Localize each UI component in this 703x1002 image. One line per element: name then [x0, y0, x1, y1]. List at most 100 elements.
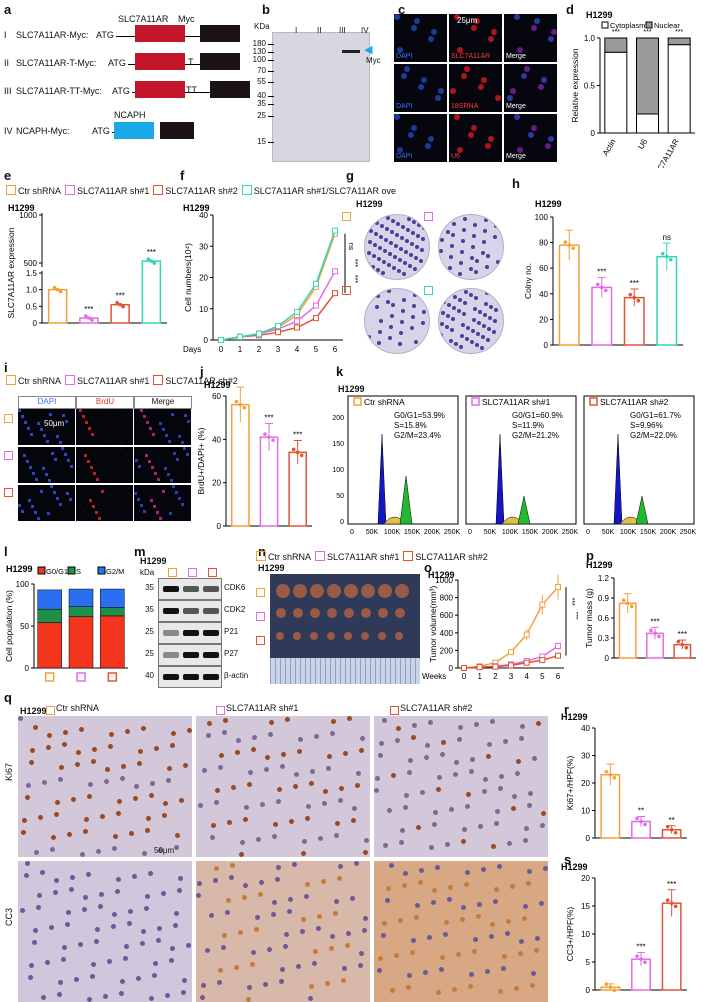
chart-ytick-label: 20: [581, 779, 590, 788]
myc-box: [160, 122, 194, 139]
tumor: [310, 584, 324, 598]
protein-band: [203, 630, 219, 636]
stained-nucleus: [404, 793, 409, 798]
series-point: [294, 308, 300, 315]
colony: [371, 265, 375, 269]
stained-nucleus: [457, 737, 462, 742]
stained-nucleus: [99, 892, 104, 897]
stained-nucleus: [137, 761, 142, 766]
legend-swatch: [589, 397, 598, 406]
series-point: [332, 290, 338, 297]
data-point: [639, 819, 643, 824]
stained-nucleus: [223, 718, 228, 723]
tumor: [293, 608, 303, 618]
protein-band: [163, 586, 179, 592]
sig-label: ***: [351, 275, 358, 283]
bar: [141, 260, 162, 324]
legend-item: Ctr shRNA: [6, 185, 61, 196]
data-point: [669, 827, 674, 832]
marker-label: 25: [257, 111, 266, 120]
stained-nucleus: [152, 973, 157, 978]
stained-nucleus: [511, 806, 516, 811]
nucleus-dot: [115, 458, 118, 461]
stained-nucleus: [432, 822, 437, 827]
stained-nucleus: [33, 928, 38, 933]
colony: [440, 238, 444, 242]
g2-text: G2/M=22.0%: [630, 431, 677, 440]
colony: [473, 223, 477, 227]
column-label: Ctr shRNA: [56, 703, 100, 713]
xtick-label: 2: [493, 672, 498, 681]
nucleus-dot: [18, 409, 21, 412]
stained-nucleus: [414, 915, 419, 920]
kda-label: 25: [145, 649, 154, 658]
stained-nucleus: [41, 995, 46, 1000]
stained-nucleus: [222, 730, 227, 735]
stained-nucleus: [214, 866, 219, 871]
stained-nucleus: [259, 880, 264, 885]
colony: [472, 318, 476, 322]
fish-image: DAPI: [394, 14, 447, 62]
colony: [372, 254, 376, 258]
sig-label: ns: [663, 233, 671, 242]
colony: [390, 314, 394, 318]
cell-dot: [397, 47, 403, 53]
stained-nucleus: [22, 818, 27, 823]
myc-box: [200, 25, 240, 42]
nucleus-dot: [162, 428, 165, 431]
group-marker: [76, 672, 86, 682]
nucleus-dot: [110, 413, 113, 416]
legend-swatch: [97, 566, 106, 575]
xtick-label: 1: [238, 345, 243, 354]
colony: [366, 346, 370, 350]
sig-label: ***: [675, 29, 683, 36]
chart-title: H1299: [561, 712, 588, 722]
bar: [604, 37, 628, 53]
sig-label: **: [638, 807, 644, 816]
chart-o-ytick-label: 0: [449, 664, 454, 673]
stained-nucleus: [150, 781, 155, 786]
stained-nucleus: [465, 804, 470, 809]
tumor: [395, 584, 409, 598]
nucleus-dot: [148, 460, 151, 463]
stained-nucleus: [37, 893, 42, 898]
colony: [492, 330, 496, 334]
data-point: [635, 816, 639, 821]
colony: [454, 342, 458, 346]
stained-nucleus: [91, 759, 96, 764]
xtick-label: 100K: [502, 529, 519, 536]
stained-nucleus: [432, 888, 437, 893]
panel-j-label: j: [200, 364, 204, 379]
g2-peak: [635, 495, 649, 525]
band-name: CDK2: [224, 605, 246, 614]
colony: [489, 305, 493, 309]
cell-dot: [510, 88, 516, 94]
data-point: [676, 639, 681, 644]
bar-segment: [100, 588, 125, 608]
stained-nucleus: [251, 950, 256, 955]
stained-nucleus: [87, 794, 92, 799]
colony: [484, 302, 488, 306]
cell-dot: [438, 88, 444, 94]
stained-nucleus: [501, 966, 506, 971]
nucleus-dot: [89, 499, 92, 502]
stained-nucleus: [424, 755, 429, 760]
ruler: [270, 658, 420, 684]
stained-nucleus: [76, 750, 81, 755]
nucleus-dot: [40, 490, 43, 493]
stained-nucleus: [108, 744, 113, 749]
nucleus-dot: [143, 510, 146, 513]
stained-nucleus: [84, 817, 89, 822]
stained-nucleus: [29, 760, 34, 765]
stained-nucleus: [145, 894, 150, 899]
protein-band: [203, 608, 219, 614]
stained-nucleus: [354, 861, 359, 866]
atg-label: ATG: [96, 30, 114, 40]
nucleus-dot: [117, 497, 120, 500]
stained-nucleus: [312, 961, 317, 966]
stained-nucleus: [124, 944, 129, 949]
stained-nucleus: [514, 986, 519, 991]
colony-plate: [364, 288, 430, 354]
g2-peak: [399, 475, 413, 525]
